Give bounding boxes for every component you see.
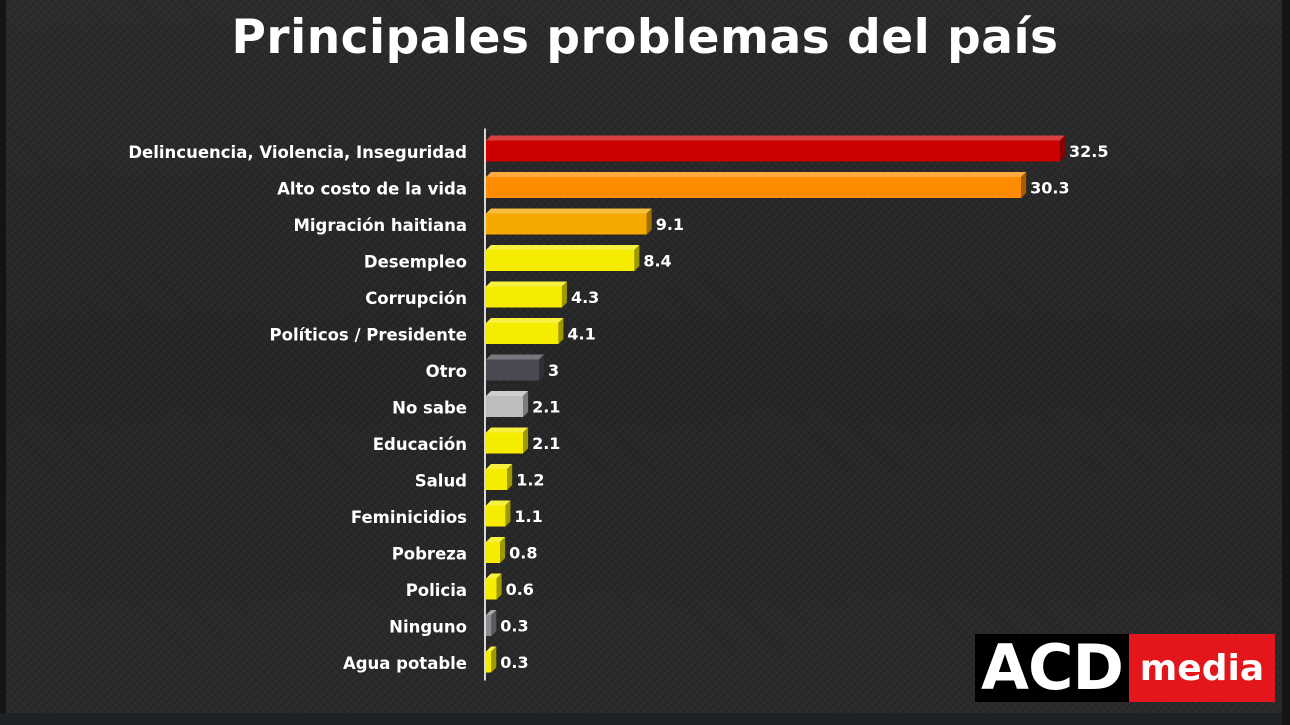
- bar-group: [486, 500, 511, 527]
- bar: [486, 323, 559, 344]
- bar-top-face: [486, 354, 544, 360]
- bar-top-face: [486, 245, 640, 250]
- bar-top-face: [486, 500, 511, 506]
- logo-media-text: media: [1128, 634, 1275, 702]
- bar-side-face: [1060, 135, 1065, 162]
- bar-top-face: [486, 537, 506, 542]
- category-label: Salud: [415, 472, 467, 491]
- category-label: Políticos / Presidente: [270, 326, 467, 345]
- bar-group: [486, 281, 567, 308]
- bar: [486, 469, 508, 490]
- bar-top-face: [486, 610, 497, 615]
- bottom-strip: [0, 713, 1290, 725]
- value-label: 4.3: [571, 288, 599, 307]
- value-label: 8.4: [643, 252, 671, 271]
- value-label: 0.3: [500, 653, 528, 672]
- value-label: 3: [548, 361, 559, 380]
- chart-title: Principales problemas del país: [231, 10, 1059, 65]
- value-label: 1.2: [516, 471, 544, 490]
- bar: [486, 250, 635, 271]
- bar-group: [486, 318, 564, 344]
- bar-side-face: [500, 537, 506, 563]
- category-label: Alto costo de la vida: [277, 180, 467, 199]
- value-label: 9.1: [656, 215, 684, 234]
- bar-group: [486, 464, 513, 490]
- bar-side-face: [561, 281, 567, 308]
- bar-side-face: [491, 646, 497, 673]
- bar-top-face: [486, 573, 502, 579]
- bar-group: [486, 245, 640, 271]
- category-label: Delincuencia, Violencia, Inseguridad: [128, 143, 467, 162]
- logo-acd-text: ACD: [975, 634, 1129, 702]
- bar-top-face: [486, 281, 567, 287]
- value-label: 0.3: [500, 617, 528, 636]
- bar: [486, 286, 562, 308]
- bar-side-face: [634, 245, 640, 271]
- category-label: Pobreza: [392, 545, 467, 564]
- bar-group: [486, 427, 529, 454]
- bar-group: [486, 610, 497, 636]
- bar: [486, 396, 524, 417]
- bar: [486, 140, 1060, 162]
- bar: [486, 615, 492, 636]
- category-label: Feminicidios: [351, 508, 467, 527]
- bar-group: [486, 537, 506, 563]
- value-label: 0.6: [506, 580, 534, 599]
- bar-side-face: [507, 464, 513, 490]
- category-label: Otro: [426, 362, 467, 381]
- value-label: 2.1: [532, 434, 560, 453]
- category-label: Desempleo: [364, 253, 467, 272]
- bar: [486, 432, 524, 454]
- value-label: 32.5: [1069, 142, 1108, 161]
- category-label: Policia: [406, 581, 467, 600]
- bar: [486, 578, 497, 600]
- value-label: 30.3: [1030, 179, 1069, 198]
- bar-top-face: [486, 318, 564, 323]
- category-label: No sabe: [392, 399, 467, 418]
- bar: [486, 651, 492, 673]
- bar-side-face: [496, 573, 502, 600]
- bar-side-face: [491, 610, 497, 636]
- bar-side-face: [558, 318, 564, 344]
- acd-media-logo: ACD media: [975, 634, 1275, 702]
- bar-side-face: [646, 208, 652, 235]
- bar-group: [486, 135, 1065, 162]
- bar-group: [486, 172, 1027, 198]
- category-label: Agua potable: [343, 654, 467, 673]
- bar: [486, 542, 501, 563]
- bar-side-face: [523, 391, 529, 417]
- bar-side-face: [505, 500, 511, 527]
- bar: [486, 505, 506, 527]
- value-label: 4.1: [567, 325, 595, 344]
- bar: [486, 213, 647, 235]
- bar-group: [486, 391, 529, 417]
- value-label: 2.1: [532, 398, 560, 417]
- bar-group: [486, 208, 652, 235]
- bar-top-face: [486, 646, 497, 652]
- bar-group: [486, 354, 544, 381]
- bar-top-face: [486, 427, 529, 433]
- bar-group: [486, 646, 497, 673]
- category-label: Migración haitiana: [293, 216, 467, 235]
- category-label: Corrupción: [365, 289, 467, 308]
- bar-side-face: [1021, 172, 1027, 198]
- category-label: Ninguno: [389, 618, 467, 637]
- bar-top-face: [486, 464, 513, 469]
- bar-side-face: [523, 427, 529, 454]
- bar-side-face: [538, 354, 544, 381]
- bar-top-face: [486, 391, 529, 396]
- bar-top-face: [486, 208, 652, 214]
- bar: [486, 359, 539, 381]
- category-label: Educación: [373, 435, 467, 454]
- value-label: 1.1: [514, 507, 542, 526]
- bar-group: [486, 573, 502, 600]
- value-label: 0.8: [509, 544, 537, 563]
- bar: [486, 177, 1022, 198]
- bar-top-face: [486, 135, 1065, 141]
- bar-top-face: [486, 172, 1027, 177]
